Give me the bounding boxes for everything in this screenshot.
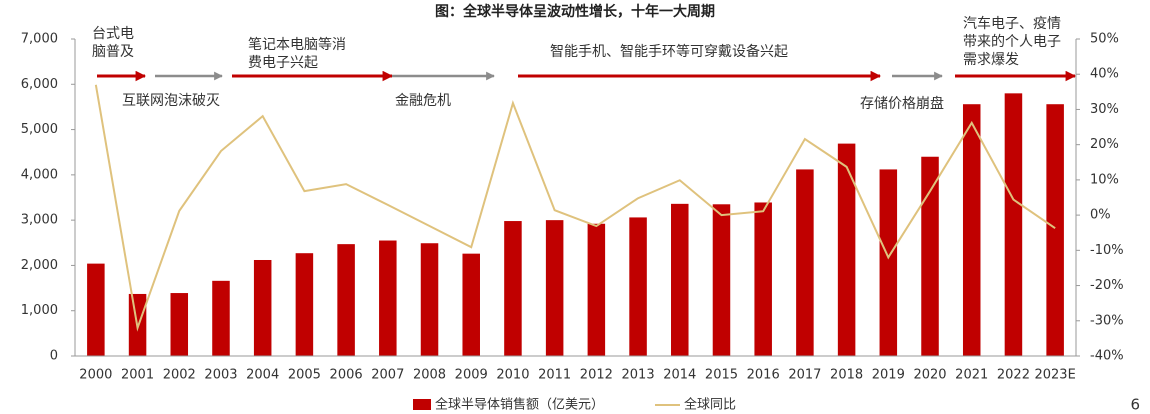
x-tick-label: 2004 — [246, 368, 279, 383]
bar — [379, 240, 397, 356]
bar — [212, 280, 230, 356]
bar — [504, 221, 522, 356]
x-tick-label: 2018 — [830, 368, 863, 383]
x-tick-label: 2010 — [496, 368, 529, 383]
bar — [295, 253, 314, 356]
y-tick-label: 5,000 — [21, 122, 58, 137]
x-tick-label: 2011 — [538, 368, 571, 383]
bar — [712, 204, 731, 356]
bar — [837, 143, 856, 356]
chart-title: 图：全球半导体呈波动性增长，十年一大周期 — [435, 3, 715, 20]
bar — [1004, 93, 1023, 356]
bar — [420, 243, 439, 356]
x-tick-label: 2014 — [663, 368, 696, 383]
bar — [337, 244, 355, 356]
x-tick-label: 2016 — [747, 368, 780, 383]
y-tick-label: 1,000 — [21, 303, 58, 318]
y-tick-label: 2,000 — [21, 258, 58, 273]
x-tick-label: 2003 — [204, 368, 237, 383]
annotation: 存储价格崩盘 — [860, 95, 944, 112]
y2-tick-label: 40% — [1090, 67, 1119, 82]
y2-tick-label: -30% — [1090, 313, 1124, 328]
annotation: 带来的个人电子 — [963, 34, 1061, 50]
bar — [87, 263, 105, 356]
annotation: 台式电 — [92, 26, 134, 42]
y2-tick-label: 20% — [1090, 137, 1119, 152]
line — [94, 84, 1056, 332]
annotation: 互联网泡沫破灭 — [122, 93, 220, 109]
y2-tick-label: 0% — [1090, 208, 1111, 223]
y2-tick-label: 30% — [1090, 102, 1119, 117]
x-tick-label: 2012 — [580, 368, 613, 383]
bar — [587, 223, 606, 356]
x-tick-label: 2020 — [913, 368, 946, 383]
x-tick-label: 2013 — [622, 368, 655, 383]
bar — [879, 169, 898, 356]
legend-swatch — [413, 399, 431, 410]
x-tick-label: 2000 — [79, 368, 112, 383]
bar — [1046, 104, 1064, 356]
legend-label: 全球同比 — [684, 397, 736, 413]
y2-tick-label: -40% — [1090, 349, 1124, 364]
annotation: 智能手机、智能手环等可穿戴设备兴起 — [550, 43, 788, 60]
x-tick-label: 2021 — [955, 368, 988, 383]
bar — [170, 293, 189, 356]
annotation: 汽车电子、疫情 — [963, 15, 1061, 32]
bar — [754, 202, 772, 356]
page-number: 6 — [1130, 396, 1140, 414]
annotation: 费电子兴起 — [248, 55, 318, 71]
bar — [253, 259, 272, 356]
y2-tick-label: -10% — [1090, 243, 1124, 258]
x-tick-label: 2008 — [413, 368, 446, 383]
x-tick-label: 2005 — [288, 368, 321, 383]
annotation: 脑普及 — [92, 44, 134, 60]
annotation: 需求爆发 — [963, 52, 1019, 68]
x-tick-label: 2019 — [872, 368, 905, 383]
bar — [462, 253, 480, 356]
bar — [796, 169, 814, 356]
y-tick-label: 6,000 — [21, 77, 58, 92]
bar — [629, 217, 647, 356]
y-tick-label: 3,000 — [21, 213, 58, 228]
bar — [962, 104, 981, 356]
y-tick-label: 0 — [50, 349, 58, 364]
bar — [545, 220, 564, 356]
y2-tick-label: 50% — [1090, 32, 1119, 47]
x-tick-label: 2015 — [705, 368, 738, 383]
x-tick-label: 2009 — [455, 368, 488, 383]
y-tick-label: 4,000 — [21, 167, 58, 182]
x-tick-label: 2006 — [330, 368, 363, 383]
bar — [921, 156, 939, 356]
annotation: 金融危机 — [395, 93, 451, 109]
legend-label: 全球半导体销售额（亿美元） — [435, 397, 604, 413]
x-tick-label: 2023E — [1034, 368, 1075, 383]
x-tick-label: 2022 — [997, 368, 1030, 383]
y2-tick-label: -20% — [1090, 278, 1124, 293]
bar — [671, 203, 689, 356]
annotation: 笔记本电脑等消 — [248, 36, 346, 53]
y2-tick-label: 10% — [1090, 172, 1119, 187]
x-tick-label: 2017 — [788, 368, 821, 383]
y-tick-label: 7,000 — [21, 32, 58, 47]
x-tick-label: 2002 — [163, 368, 196, 383]
x-tick-label: 2007 — [371, 368, 404, 383]
x-tick-label: 2001 — [121, 368, 154, 383]
